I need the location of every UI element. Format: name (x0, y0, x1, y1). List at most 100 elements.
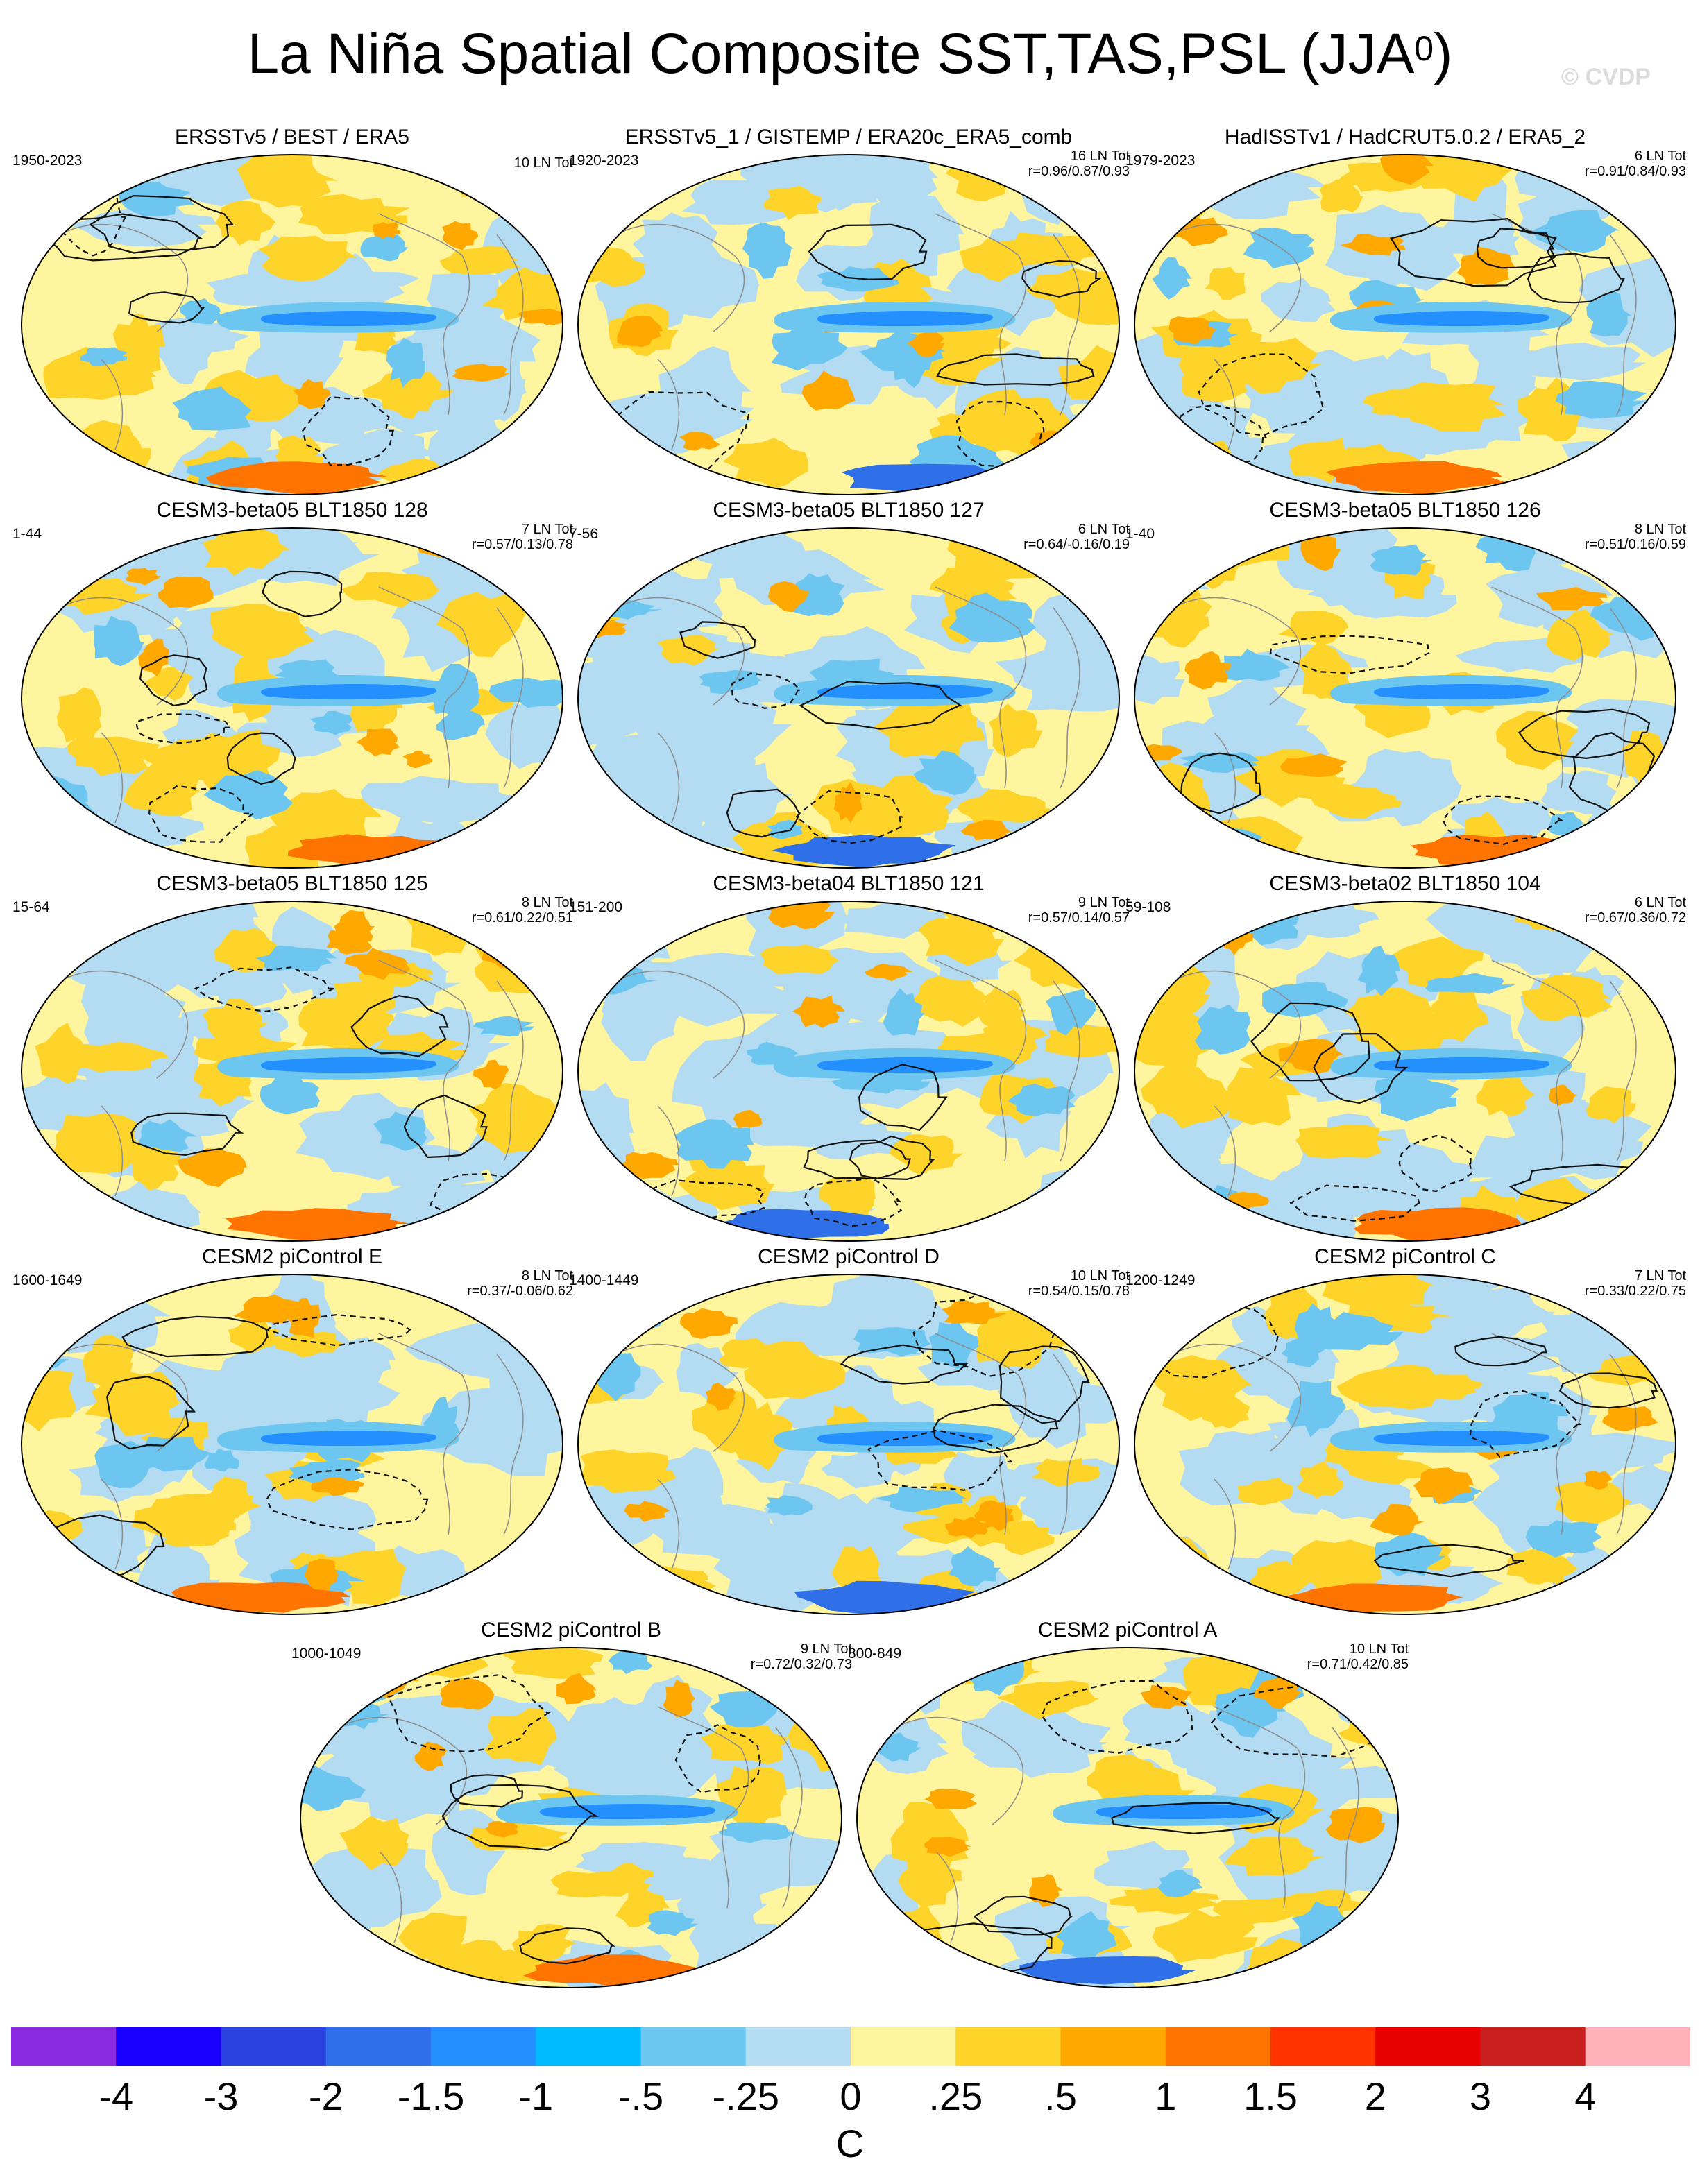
anomaly-patch (1370, 544, 1433, 576)
coastlines (615, 959, 1080, 1197)
anomaly-patch (1008, 1083, 1076, 1116)
anomaly-patch (1243, 227, 1315, 269)
psl-contour (1289, 1184, 1420, 1222)
anomaly-patch (1584, 1470, 1613, 1490)
anomaly-patch (258, 235, 357, 282)
anomaly-patch (1619, 155, 1676, 203)
title-superscript: 0 (1414, 29, 1434, 68)
cold-tongue-core (1373, 1431, 1550, 1447)
southern-ocean-anomaly (794, 1580, 976, 1614)
anomaly-patch (245, 826, 319, 868)
anomaly-patch (1324, 1929, 1381, 1956)
anomaly-patch (503, 1170, 563, 1215)
anomaly-patch (1319, 179, 1363, 213)
anomaly-patch (172, 386, 253, 431)
anomaly-patch (709, 1688, 779, 1728)
anomaly-patch (1037, 919, 1073, 942)
anomaly-patch (763, 185, 822, 220)
panel-correlation: r=0.51/0.16/0.59 (1584, 537, 1686, 552)
panel-event-count: 7 LN Tot (1634, 1268, 1686, 1283)
panel-event-count: 9 LN Tot (1078, 895, 1130, 910)
anomaly-patch (1045, 1184, 1098, 1241)
anomaly-patch (22, 528, 83, 580)
anomaly-patch (260, 1073, 320, 1114)
anomaly-patch (1193, 828, 1263, 868)
southern-ocean-anomaly (225, 1208, 411, 1240)
anomaly-patch (1540, 770, 1617, 814)
anomaly-patch (1152, 257, 1192, 300)
anomaly-patch (351, 1694, 506, 1755)
anomaly-patch (22, 1192, 96, 1241)
anomaly-patch (1184, 651, 1232, 690)
anomaly-patch (1344, 987, 1440, 1034)
anomaly-patch (722, 438, 808, 489)
psl-contour (450, 1774, 524, 1808)
panel-years: 1-44 (12, 526, 42, 542)
anomaly-patch (233, 1294, 305, 1324)
panel-title: ERSSTv5 / BEST / ERA5 (175, 126, 409, 148)
map-panel: CESM3-beta05 BLT1850 128 1-44 7 LN Tot r=0.… (11, 498, 573, 873)
anomaly-patch (632, 212, 722, 278)
anomaly-patch (203, 957, 297, 1007)
psl-contour (89, 194, 235, 254)
anomaly-patch (1182, 373, 1248, 402)
map-border (21, 1274, 563, 1615)
southern-ocean-anomaly (166, 1582, 351, 1614)
anomaly-patch (883, 988, 925, 1036)
psl-contour (726, 788, 801, 838)
anomaly-patch (202, 998, 269, 1045)
anomaly-patch (125, 568, 161, 586)
panel-title: CESM3-beta02 BLT1850 104 (1269, 872, 1541, 895)
anomaly-patch (1134, 1535, 1209, 1596)
anomaly-patch (1031, 591, 1119, 674)
anomaly-patch (578, 1569, 629, 1614)
anomaly-patch (801, 370, 856, 411)
map-border (1134, 901, 1676, 1242)
anomaly-patch (60, 1042, 169, 1073)
anomaly-patch (22, 1187, 92, 1241)
panel-years: 59-108 (1125, 899, 1171, 915)
anomaly-patch (203, 528, 290, 577)
anomaly-patch (853, 775, 954, 837)
anomaly-patch (22, 416, 58, 444)
anomaly-patch (341, 572, 441, 608)
cold-tongue-core (1373, 311, 1550, 327)
colorbar-segment (536, 2027, 641, 2066)
psl-contour (973, 1895, 1073, 1936)
anomaly-patch (1156, 1712, 1218, 1769)
anomaly-patch (1423, 984, 1488, 1042)
colorbar-segment (1480, 2027, 1586, 2066)
psl-contour (135, 713, 232, 744)
anomaly-patch (1558, 435, 1676, 495)
coastlines (1172, 213, 1637, 450)
anomaly-patch (402, 751, 433, 769)
anomaly-patch (1218, 649, 1293, 681)
anomaly-patch (84, 1370, 182, 1437)
colorbar-tick-label: 0 (840, 2074, 862, 2118)
panel-correlation: r=0.91/0.84/0.93 (1584, 164, 1686, 179)
anomaly-patch (215, 200, 277, 246)
title-text: La Niña Spatial Composite SST,TAS,PSL (J… (247, 22, 1415, 85)
anomaly-patch (1134, 435, 1197, 461)
panel-title: CESM2 piControl B (480, 1619, 662, 1641)
anomaly-patch (597, 1184, 642, 1213)
anomaly-patch (754, 1950, 842, 1988)
anomaly-patch (705, 1382, 736, 1412)
anomaly-patch (500, 1648, 604, 1680)
anomaly-patch (1522, 974, 1613, 1022)
panel-event-count: 6 LN Tot (1078, 522, 1130, 537)
anomaly-patch (930, 980, 989, 1027)
anomaly-patch (56, 687, 102, 748)
map-border (1134, 527, 1676, 869)
anomaly-patch (353, 1648, 420, 1684)
anomaly-patch (1413, 1467, 1474, 1505)
anomaly-patch (771, 325, 848, 371)
anomaly-patch (988, 703, 1043, 758)
colorbar-segment (116, 2027, 221, 2066)
anomaly-patch (1242, 1317, 1341, 1412)
psl-contour (350, 995, 449, 1057)
anomaly-patch (1538, 1433, 1676, 1472)
anomaly-patch (1554, 1481, 1633, 1524)
colorbar (11, 2027, 1690, 2066)
anomaly-patch (35, 1023, 93, 1084)
